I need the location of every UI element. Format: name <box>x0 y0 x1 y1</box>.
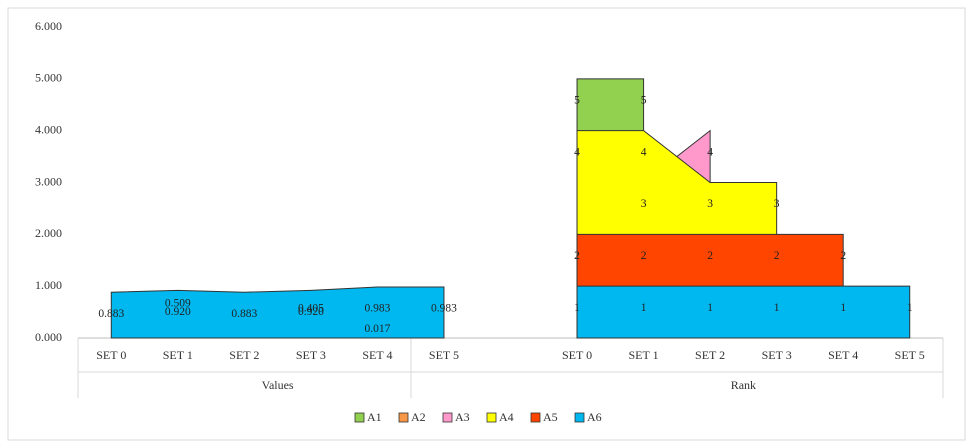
data-label: 0.883 <box>231 308 257 320</box>
x-tick-label: SET 1 <box>163 348 193 362</box>
data-label: 0.017 <box>364 323 390 335</box>
y-tick-label: 6.000 <box>35 19 62 33</box>
area <box>110 286 445 339</box>
data-label: 0.983 <box>431 303 457 315</box>
data-label: 1 <box>907 302 913 314</box>
data-label: 1 <box>707 302 713 314</box>
legend-swatch <box>398 412 409 423</box>
y-tick-label: 4.000 <box>35 122 62 136</box>
legend-label: A6 <box>587 410 602 424</box>
data-label: 1 <box>574 302 580 314</box>
data-label: 2 <box>707 250 713 262</box>
data-label: 4 <box>707 146 713 158</box>
data-label: 1 <box>774 302 780 314</box>
data-label: 0.920 <box>298 306 324 318</box>
legend-swatch <box>530 412 541 423</box>
legend-label: A3 <box>455 410 470 424</box>
data-label: 2 <box>774 250 780 262</box>
x-tick-label: SET 2 <box>695 348 725 362</box>
data-label: 5 <box>641 94 647 106</box>
data-label: 1 <box>641 302 647 314</box>
y-tick-label: 0.000 <box>35 330 62 344</box>
x-tick-label: SET 4 <box>828 348 858 362</box>
data-label: 2 <box>840 250 846 262</box>
data-label: 3 <box>774 198 780 210</box>
legend-label: A4 <box>499 410 514 424</box>
data-label: 0.883 <box>98 308 124 320</box>
x-tick-label: SET 3 <box>296 348 326 362</box>
legend-label: A5 <box>543 410 558 424</box>
group-label: Values <box>262 378 294 392</box>
data-label: 0.405 <box>298 303 324 315</box>
y-tick-label: 2.000 <box>35 226 62 240</box>
x-tick-label: SET 0 <box>562 348 592 362</box>
data-label: 3 <box>707 198 713 210</box>
area <box>576 285 911 339</box>
data-label: 4 <box>574 146 580 158</box>
x-tick-label: SET 5 <box>895 348 925 362</box>
legend-swatch <box>486 412 497 423</box>
data-label: 2 <box>574 250 580 262</box>
legend-swatch <box>354 412 365 423</box>
data-label: 2 <box>641 250 647 262</box>
legend-swatch <box>442 412 453 423</box>
x-tick-label: SET 1 <box>629 348 659 362</box>
y-tick-label: 5.000 <box>35 71 62 85</box>
group-label: Rank <box>731 378 756 392</box>
data-label: 0.983 <box>364 303 390 315</box>
legend-label: A1 <box>367 410 382 424</box>
x-tick-label: SET 2 <box>229 348 259 362</box>
legend-label: A2 <box>411 410 426 424</box>
x-tick-label: SET 4 <box>362 348 392 362</box>
chart-border <box>7 7 966 441</box>
legend-swatch <box>574 412 585 423</box>
data-label: 5 <box>574 94 580 106</box>
y-tick-label: 1.000 <box>35 278 62 292</box>
x-tick-label: SET 0 <box>96 348 126 362</box>
data-label: 4 <box>641 146 647 158</box>
x-tick-label: SET 3 <box>762 348 792 362</box>
x-tick-label: SET 5 <box>429 348 459 362</box>
data-label: 0.509 <box>165 297 191 309</box>
data-label: 1 <box>840 302 846 314</box>
data-label: 0.920 <box>165 306 191 318</box>
y-tick-label: 3.000 <box>35 174 62 188</box>
data-label: 3 <box>641 198 647 210</box>
